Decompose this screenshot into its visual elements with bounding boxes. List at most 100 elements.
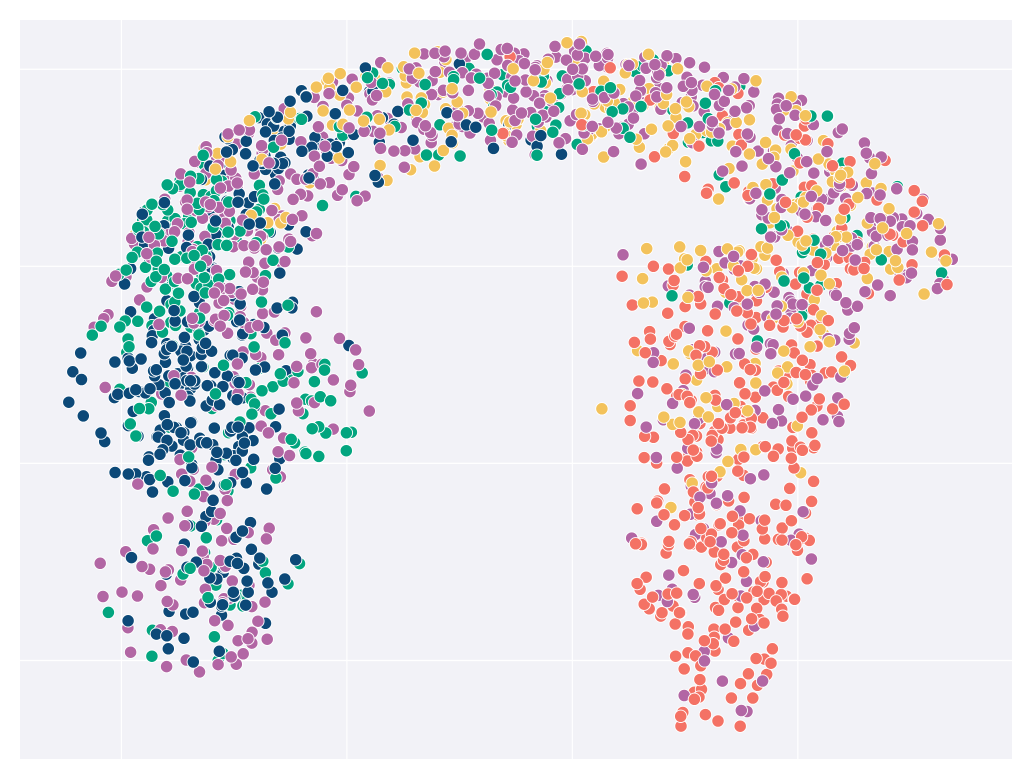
scatter-point-series-2-1210 [873,188,887,202]
scatter-point-series-0-332 [469,120,483,134]
scatter-point-series-2-1377 [771,402,786,417]
scatter-point-series-2-976 [161,511,175,525]
scatter-point-series-2-1345 [819,213,833,228]
scatter-point-series-4-1902 [710,363,724,377]
scatter-point-series-2-844 [256,275,271,289]
scatter-point-series-4-1959 [657,508,671,522]
scatter-point-series-2-975 [220,493,234,508]
scatter-point-series-2-1085 [721,83,736,98]
scatter-point-series-2-750 [180,202,194,216]
scatter-point-series-2-1058 [572,37,587,51]
scatter-point-series-1-460 [131,314,145,328]
scatter-point-series-2-1439 [804,552,819,566]
scatter-point-series-3-1711 [657,410,671,424]
scatter-point-series-0-249 [238,147,253,161]
scatter-point-series-3-1529 [409,103,423,118]
scatter-point-series-0-210 [273,266,287,280]
scatter-point-series-2-899 [349,343,363,357]
scatter-point-series-3-1613 [869,243,884,257]
scatter-point-series-3-1588 [526,74,541,88]
scatter-point-series-2-1337 [804,189,818,204]
scatter-point-series-2-1306 [850,237,864,252]
scatter-point-series-4-1857 [837,202,851,216]
scatter-point-series-4-1961 [623,413,637,428]
scatter-point-series-0-207 [270,301,284,315]
scatter-point-series-3-1565 [641,47,656,61]
scatter-point-series-4-2035 [697,634,712,648]
scatter-point-series-2-1067 [373,141,388,156]
scatter-point-series-3-1476 [208,162,223,176]
scatter-point-series-2-1295 [779,99,793,113]
scatter-point-series-1-422 [85,328,99,342]
scatter-point-series-2-744 [142,230,156,244]
scatter-point-series-2-1261 [800,154,814,169]
scatter-point-series-0-23 [200,436,214,450]
scatter-point-series-4-1972 [725,587,739,601]
scatter-point-series-2-773 [213,319,227,333]
scatter-point-series-2-714 [272,240,286,254]
scatter-point-series-4-2094 [718,622,732,636]
scatter-point-series-1-408 [123,417,137,431]
scatter-point-series-2-1332 [749,186,763,200]
scatter-point-series-2-723 [398,144,412,158]
scatter-point-series-4-2105 [825,159,840,173]
scatter-point-series-4-1942 [737,490,751,505]
scatter-point-series-1-666 [754,222,769,236]
scatter-point-series-4-1759 [686,443,700,457]
scatter-point-series-0-45 [229,453,243,468]
scatter-point-series-2-1251 [764,347,778,361]
scatter-point-series-1-363 [145,197,159,211]
scatter-point-series-2-1232 [933,233,947,247]
scatter-point-series-2-745 [223,281,237,296]
scatter-point-series-4-2063 [687,692,702,706]
scatter-point-series-1-549 [199,531,213,545]
scatter-point-series-1-552 [208,387,223,401]
scatter-point-series-2-1248 [835,122,849,136]
scatter-point-series-4-2039 [717,547,731,561]
scatter-point-series-2-1078 [697,60,712,74]
scatter-point-series-3-1642 [851,190,865,205]
scatter-point-series-2-1396 [726,249,741,264]
scatter-point-series-0-133 [121,467,135,481]
scatter-point-series-2-1427 [715,674,730,688]
scatter-point-series-2-1404 [701,280,715,295]
scatter-point-series-0-121 [62,395,76,409]
scatter-point-series-2-994 [660,81,674,95]
scatter-point-series-0-167 [237,436,252,450]
scatter-point-series-3-1601 [803,340,817,354]
scatter-point-series-0-222 [111,387,125,401]
scatter-point-series-2-1384 [639,420,653,434]
scatter-point-series-2-1397 [816,413,830,427]
scatter-point-series-2-1179 [632,73,647,88]
scatter-point-series-4-1842 [647,150,662,164]
scatter-point-series-4-1926 [650,496,664,510]
scatter-point-series-3-1479 [436,143,451,158]
scatter-point-series-3-1632 [799,234,813,248]
scatter-point-series-0-118 [167,303,181,318]
scatter-point-series-0-268 [295,144,309,158]
scatter-point-series-2-1204 [505,135,519,149]
scatter-point-series-0-305 [230,556,245,571]
scatter-point-series-3-1486 [412,66,426,80]
scatter-point-series-1-583 [480,47,494,62]
scatter-point-series-2-1355 [798,207,812,221]
scatter-point-series-0-47 [231,420,245,434]
scatter-point-series-2-963 [258,595,272,609]
scatter-point-series-1-638 [820,109,835,123]
scatter-point-series-0-110 [74,372,89,387]
scatter-point-series-4-1949 [657,482,672,496]
scatter-point-series-3-1473 [506,62,520,76]
scatter-point-series-1-599 [419,148,434,162]
scatter-point-series-3-1485 [427,159,442,173]
scatter-point-series-4-2091 [693,672,707,687]
scatter-point-series-0-20 [183,374,198,388]
scatter-point-series-4-1800 [708,307,722,321]
scatter-point-series-3-1539 [659,145,673,159]
scatter-point-series-2-1175 [682,56,697,70]
scatter-point-series-2-1338 [616,248,630,262]
scatter-point-series-1-602 [546,125,560,139]
scatter-point-series-2-762 [140,247,154,261]
scatter-point-series-3-1559 [543,91,558,105]
scatter-point-series-1-512 [182,450,196,464]
scatter-point-series-0-90 [129,383,143,397]
